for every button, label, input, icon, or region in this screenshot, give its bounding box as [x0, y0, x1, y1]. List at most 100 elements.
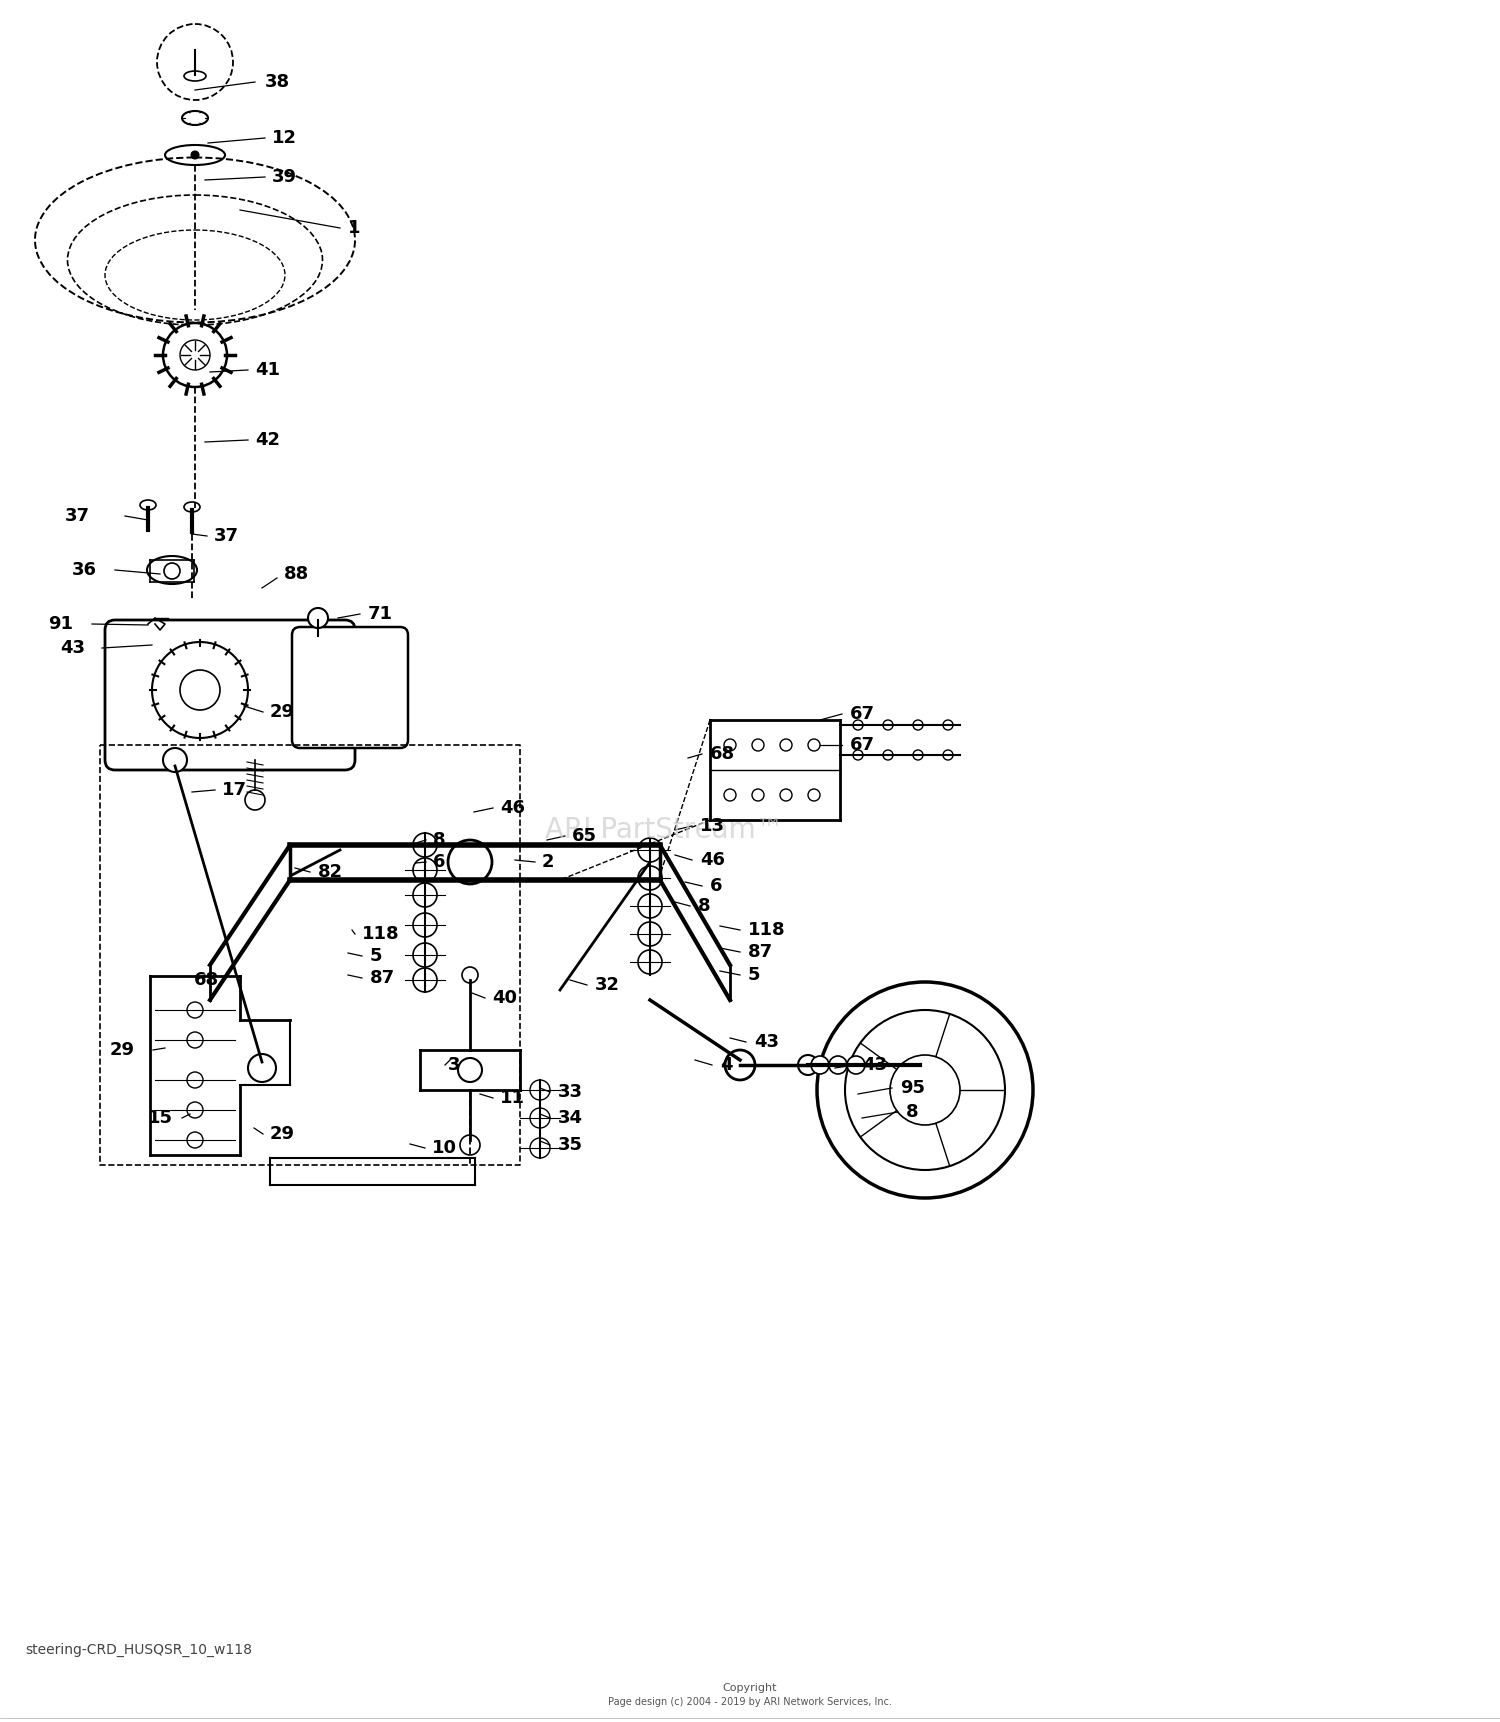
Text: 87: 87	[748, 944, 772, 961]
Text: 29: 29	[270, 1124, 296, 1143]
Text: 40: 40	[492, 988, 517, 1007]
Circle shape	[638, 866, 662, 890]
Text: 6: 6	[710, 876, 723, 895]
Text: 68: 68	[194, 971, 219, 988]
Text: 91: 91	[48, 615, 74, 634]
Text: 67: 67	[850, 735, 874, 754]
Circle shape	[638, 951, 662, 975]
Circle shape	[462, 968, 478, 983]
Circle shape	[308, 608, 328, 629]
Circle shape	[530, 1107, 550, 1128]
Text: 46: 46	[700, 851, 724, 870]
Text: 88: 88	[284, 565, 309, 584]
Text: 15: 15	[148, 1109, 172, 1126]
Text: ARI PartStream™: ARI PartStream™	[544, 816, 783, 844]
Text: 13: 13	[700, 816, 724, 835]
Circle shape	[180, 339, 210, 370]
Circle shape	[188, 1031, 202, 1049]
Text: 68: 68	[710, 746, 735, 763]
Circle shape	[164, 563, 180, 579]
Circle shape	[164, 641, 172, 651]
Text: 5: 5	[370, 947, 382, 964]
Text: 12: 12	[272, 129, 297, 146]
Circle shape	[638, 921, 662, 945]
Text: 118: 118	[362, 925, 399, 944]
Text: 32: 32	[596, 976, 619, 994]
Circle shape	[812, 1056, 830, 1075]
Ellipse shape	[182, 110, 209, 126]
Text: 35: 35	[558, 1137, 584, 1154]
Circle shape	[188, 1131, 202, 1149]
Circle shape	[458, 1057, 482, 1081]
Text: 4: 4	[720, 1056, 732, 1075]
Circle shape	[244, 790, 266, 809]
Circle shape	[460, 1135, 480, 1155]
Text: 38: 38	[266, 72, 290, 91]
Text: 67: 67	[850, 704, 874, 723]
Text: 8: 8	[906, 1104, 918, 1121]
Circle shape	[154, 632, 182, 660]
Circle shape	[798, 1056, 818, 1075]
Ellipse shape	[147, 556, 196, 584]
Circle shape	[152, 642, 248, 739]
Text: 3: 3	[448, 1056, 460, 1075]
Text: 39: 39	[272, 169, 297, 186]
Text: 33: 33	[558, 1083, 584, 1100]
Circle shape	[190, 152, 200, 158]
Circle shape	[530, 1138, 550, 1157]
Circle shape	[188, 1102, 202, 1118]
Circle shape	[413, 913, 436, 937]
Text: 43: 43	[862, 1056, 886, 1075]
Circle shape	[413, 883, 436, 907]
Circle shape	[638, 894, 662, 918]
Text: 87: 87	[370, 969, 394, 987]
Text: 41: 41	[255, 362, 280, 379]
Text: 1: 1	[348, 219, 360, 238]
Text: 8: 8	[698, 897, 711, 914]
Text: 37: 37	[214, 527, 238, 544]
Text: 5: 5	[748, 966, 760, 983]
Text: 10: 10	[432, 1138, 457, 1157]
Ellipse shape	[140, 499, 156, 510]
Circle shape	[188, 1073, 202, 1088]
Circle shape	[530, 1080, 550, 1100]
Circle shape	[188, 1002, 202, 1018]
Text: 11: 11	[500, 1088, 525, 1107]
Text: 36: 36	[72, 561, 98, 579]
Text: 95: 95	[900, 1080, 926, 1097]
FancyBboxPatch shape	[105, 620, 356, 770]
Text: Copyright: Copyright	[723, 1682, 777, 1693]
Text: steering-CRD_HUSQSR_10_w118: steering-CRD_HUSQSR_10_w118	[26, 1643, 252, 1657]
Text: 2: 2	[542, 852, 555, 871]
Text: 71: 71	[368, 604, 393, 623]
Circle shape	[724, 1050, 754, 1080]
Circle shape	[164, 747, 188, 771]
Text: 29: 29	[110, 1042, 135, 1059]
Text: 118: 118	[748, 921, 786, 938]
Text: 8: 8	[433, 832, 445, 849]
Text: 65: 65	[572, 827, 597, 846]
FancyBboxPatch shape	[292, 627, 408, 747]
Text: 42: 42	[255, 430, 280, 449]
Circle shape	[248, 1054, 276, 1081]
Text: 82: 82	[318, 863, 344, 882]
Circle shape	[847, 1056, 865, 1075]
Circle shape	[830, 1056, 848, 1075]
Circle shape	[413, 944, 436, 968]
Circle shape	[638, 839, 662, 863]
Text: 46: 46	[500, 799, 525, 816]
Text: 43: 43	[754, 1033, 778, 1050]
Circle shape	[413, 833, 436, 858]
Text: 17: 17	[222, 782, 248, 799]
Text: 34: 34	[558, 1109, 584, 1126]
Text: Page design (c) 2004 - 2019 by ARI Network Services, Inc.: Page design (c) 2004 - 2019 by ARI Netwo…	[608, 1696, 892, 1707]
Circle shape	[413, 968, 436, 992]
Text: 43: 43	[60, 639, 86, 658]
Text: 29: 29	[270, 703, 296, 722]
Text: 6: 6	[433, 852, 445, 871]
Circle shape	[448, 840, 492, 883]
Ellipse shape	[184, 503, 200, 511]
Text: 37: 37	[64, 506, 90, 525]
Circle shape	[413, 858, 436, 882]
Circle shape	[164, 324, 226, 387]
